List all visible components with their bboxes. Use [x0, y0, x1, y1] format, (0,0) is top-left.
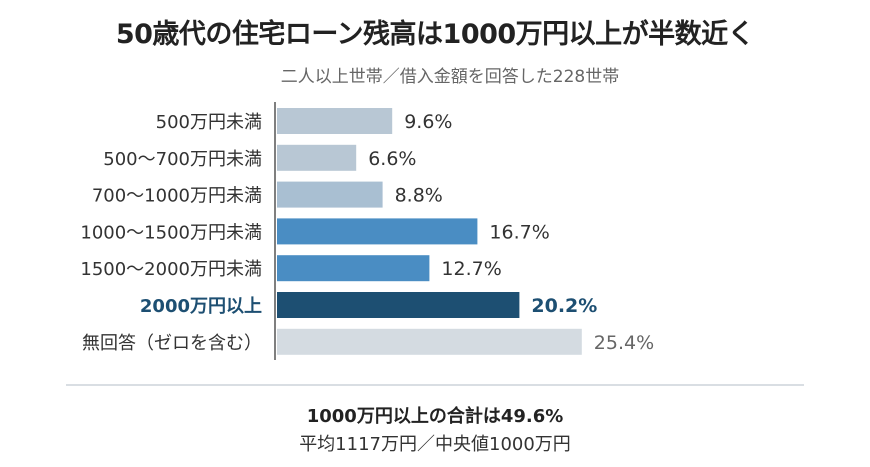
value-label: 16.7% [489, 221, 549, 243]
category-label: 1000〜1500万円未満 [80, 222, 262, 243]
bar [277, 144, 357, 171]
chart-subtitle: 二人以上世帯／借入金額を回答した228世帯 [280, 67, 620, 87]
category-label: 無回答（ゼロを含む） [82, 333, 262, 354]
bar [277, 292, 520, 318]
bar-chart: 500万円未満 9.6% 500〜700万円未満 6.6% 700〜1000万円未満 8.… [80, 102, 654, 360]
value-label: 6.6% [368, 148, 416, 170]
bar [277, 108, 393, 134]
value-label: 9.6% [404, 111, 452, 133]
value-label: 25.4% [594, 332, 654, 354]
category-label: 500〜700万円未満 [103, 149, 262, 170]
category-label: 700〜1000万円未満 [92, 186, 262, 207]
summary-stats-note: 平均1117万円／中央値1000万円 [299, 434, 571, 455]
bar [277, 328, 582, 355]
summary-total-note: 1000万円以上の合計は49.6% [306, 406, 564, 427]
bar [277, 255, 430, 282]
bar [277, 218, 478, 245]
bar [277, 181, 383, 208]
category-label: 1500〜2000万円未満 [80, 259, 262, 280]
category-label: 500万円未満 [156, 112, 262, 133]
value-label: 8.8% [395, 185, 443, 207]
chart-title: 50歳代の住宅ローン残高は1000万円以上が半数近く [115, 19, 755, 50]
value-label: 20.2% [531, 295, 597, 317]
category-label: 2000万円以上 [140, 296, 262, 317]
divider-line [66, 384, 804, 386]
value-label: 12.7% [441, 258, 501, 280]
